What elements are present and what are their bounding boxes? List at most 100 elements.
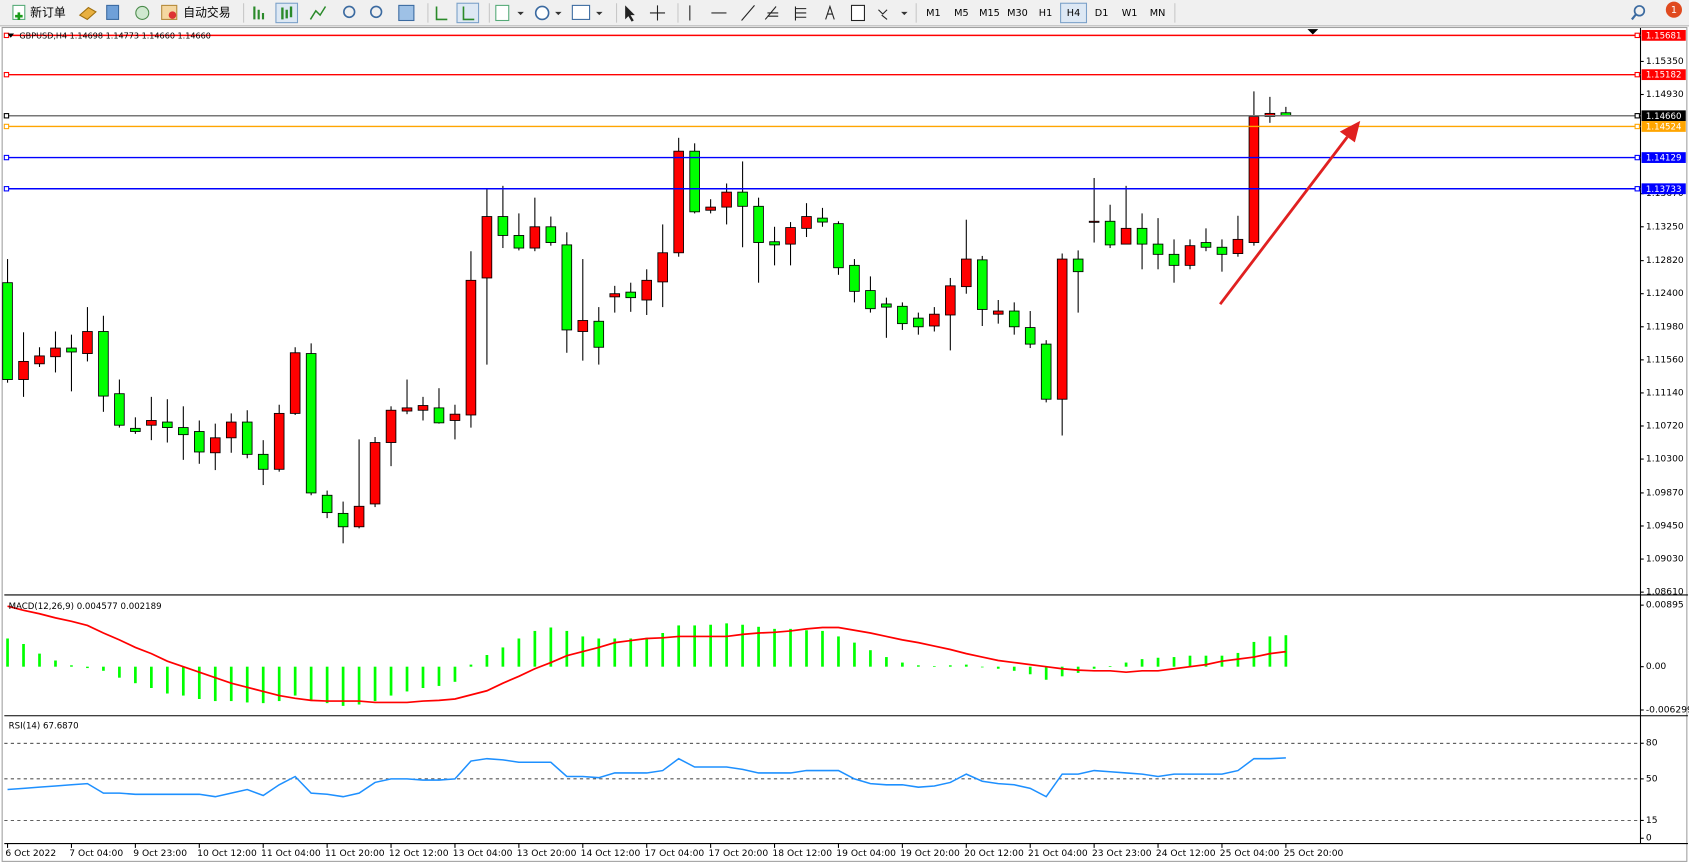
x-tick-label: 20 Oct 12:00 bbox=[964, 848, 1024, 859]
indicators-icon[interactable] bbox=[495, 4, 510, 22]
macd-bar bbox=[741, 624, 744, 667]
chart-shift-marker[interactable] bbox=[1307, 29, 1319, 35]
price-level-handle[interactable] bbox=[3, 113, 10, 119]
dropdown-arrow[interactable] bbox=[901, 11, 908, 16]
gold-icon[interactable] bbox=[78, 6, 97, 21]
label-tool-icon[interactable] bbox=[850, 4, 865, 22]
price-level-handle[interactable] bbox=[1634, 186, 1640, 192]
search-icon[interactable] bbox=[1633, 5, 1646, 17]
channel-icon[interactable] bbox=[764, 6, 779, 20]
price-level-handle[interactable] bbox=[3, 154, 10, 161]
macd-bar bbox=[853, 642, 856, 667]
timeframe-button[interactable]: D1 bbox=[1095, 8, 1109, 19]
macd-bar bbox=[980, 666, 984, 668]
zoom-out-icon[interactable] bbox=[369, 5, 383, 19]
timeframe-button[interactable]: M5 bbox=[954, 8, 969, 19]
periods-icon[interactable] bbox=[534, 5, 550, 21]
bar-chart-icon[interactable] bbox=[253, 6, 265, 20]
timeframe-button[interactable]: H1 bbox=[1039, 8, 1052, 19]
auto-trading-button[interactable]: 自动交易 bbox=[161, 4, 231, 20]
candle-body bbox=[976, 259, 988, 310]
tile-icon[interactable] bbox=[398, 4, 415, 22]
price-level-handle[interactable] bbox=[1634, 71, 1640, 78]
macd-bar bbox=[6, 638, 9, 667]
notifications[interactable]: 1 bbox=[1665, 1, 1682, 18]
candle-body bbox=[833, 223, 844, 269]
candle-body bbox=[897, 305, 908, 325]
macd-bar bbox=[86, 666, 89, 669]
price-level-handle[interactable] bbox=[3, 32, 10, 39]
candle-body bbox=[1152, 243, 1164, 255]
y-tick-label: 0 bbox=[1646, 833, 1652, 844]
price-level-handle[interactable] bbox=[3, 123, 10, 130]
y-tick-label: 80 bbox=[1646, 738, 1658, 749]
signal-icon[interactable] bbox=[135, 5, 150, 20]
text-tool-icon[interactable] bbox=[825, 4, 835, 20]
timeframe-button[interactable]: W1 bbox=[1122, 8, 1138, 19]
macd-bar bbox=[885, 657, 888, 667]
macd-bar bbox=[405, 666, 409, 692]
candle-body bbox=[2, 282, 13, 380]
macd-bar bbox=[54, 660, 57, 667]
templates-icon[interactable] bbox=[571, 4, 591, 20]
new-order-button[interactable]: 新订单 bbox=[12, 4, 66, 20]
price-level-handle[interactable] bbox=[1634, 113, 1640, 119]
dropdown-arrow[interactable] bbox=[555, 11, 562, 16]
macd-bar bbox=[1252, 641, 1256, 667]
trend-arrow[interactable] bbox=[1219, 136, 1349, 306]
macd-bar bbox=[70, 665, 73, 667]
candle-body bbox=[929, 313, 940, 327]
rsi-title: RSI(14) 67.6870 bbox=[9, 721, 79, 731]
dropdown-arrow[interactable] bbox=[517, 11, 524, 16]
dropdown-arrow[interactable] bbox=[596, 11, 603, 16]
chart-title: GBPUSD,H4 1.14698 1.14773 1.14660 1.1466… bbox=[19, 31, 211, 41]
macd-bar bbox=[677, 625, 681, 667]
notification-badge bbox=[1665, 1, 1682, 18]
timeframe-label: W1 bbox=[1122, 8, 1138, 19]
candle-chart-icon bbox=[281, 6, 293, 20]
candle-body bbox=[817, 217, 828, 223]
chart-shift-button[interactable] bbox=[456, 2, 480, 24]
macd-bar bbox=[421, 666, 425, 689]
price-level-handle[interactable] bbox=[1634, 154, 1640, 161]
macd-bar bbox=[245, 666, 249, 703]
macd-bar bbox=[181, 666, 185, 696]
timeframe-button[interactable]: H4 bbox=[1060, 2, 1088, 24]
fibonacci-icon[interactable] bbox=[794, 6, 807, 21]
price-level-handle[interactable] bbox=[1634, 123, 1640, 130]
zoom-in-icon[interactable] bbox=[343, 5, 356, 19]
timeframe-label: M5 bbox=[954, 8, 969, 19]
x-tick-label: 13 Oct 20:00 bbox=[517, 848, 577, 859]
autoscroll-icon[interactable] bbox=[435, 6, 448, 21]
macd-bar bbox=[964, 664, 968, 667]
timeframe-label: M15 bbox=[979, 8, 1000, 19]
trendline-icon[interactable] bbox=[741, 5, 755, 21]
timeframe-button[interactable]: MN bbox=[1150, 8, 1166, 19]
price-level-handle[interactable] bbox=[3, 186, 10, 192]
candle-body bbox=[34, 355, 45, 365]
candle-body bbox=[1216, 246, 1228, 255]
arrows-tool-icon[interactable] bbox=[878, 9, 888, 20]
timeframe-button[interactable]: M30 bbox=[1007, 8, 1028, 19]
y-tick-label: 1.13250 bbox=[1646, 221, 1684, 232]
cursor-icon[interactable] bbox=[625, 5, 635, 22]
y-tick-label: -0.006299 bbox=[1646, 704, 1689, 715]
data-icon[interactable] bbox=[106, 4, 120, 20]
line-chart-icon[interactable] bbox=[309, 6, 327, 20]
chart-shift-icon bbox=[462, 6, 475, 21]
macd-bar bbox=[1284, 635, 1288, 667]
timeframe-button[interactable]: M15 bbox=[979, 8, 1000, 19]
price-level-handle[interactable] bbox=[1634, 32, 1640, 39]
candle-body bbox=[1056, 258, 1068, 400]
price-level-handle[interactable] bbox=[3, 71, 10, 78]
macd-bar bbox=[293, 666, 297, 696]
macd-bar bbox=[1044, 666, 1048, 680]
candle-body bbox=[178, 427, 189, 436]
candle-body bbox=[705, 206, 716, 211]
timeframe-label: M30 bbox=[1007, 8, 1028, 19]
timeframe-button[interactable]: M1 bbox=[926, 8, 941, 19]
crosshair-icon[interactable] bbox=[649, 5, 666, 21]
candle-body bbox=[241, 421, 253, 455]
candle-body bbox=[50, 347, 61, 358]
